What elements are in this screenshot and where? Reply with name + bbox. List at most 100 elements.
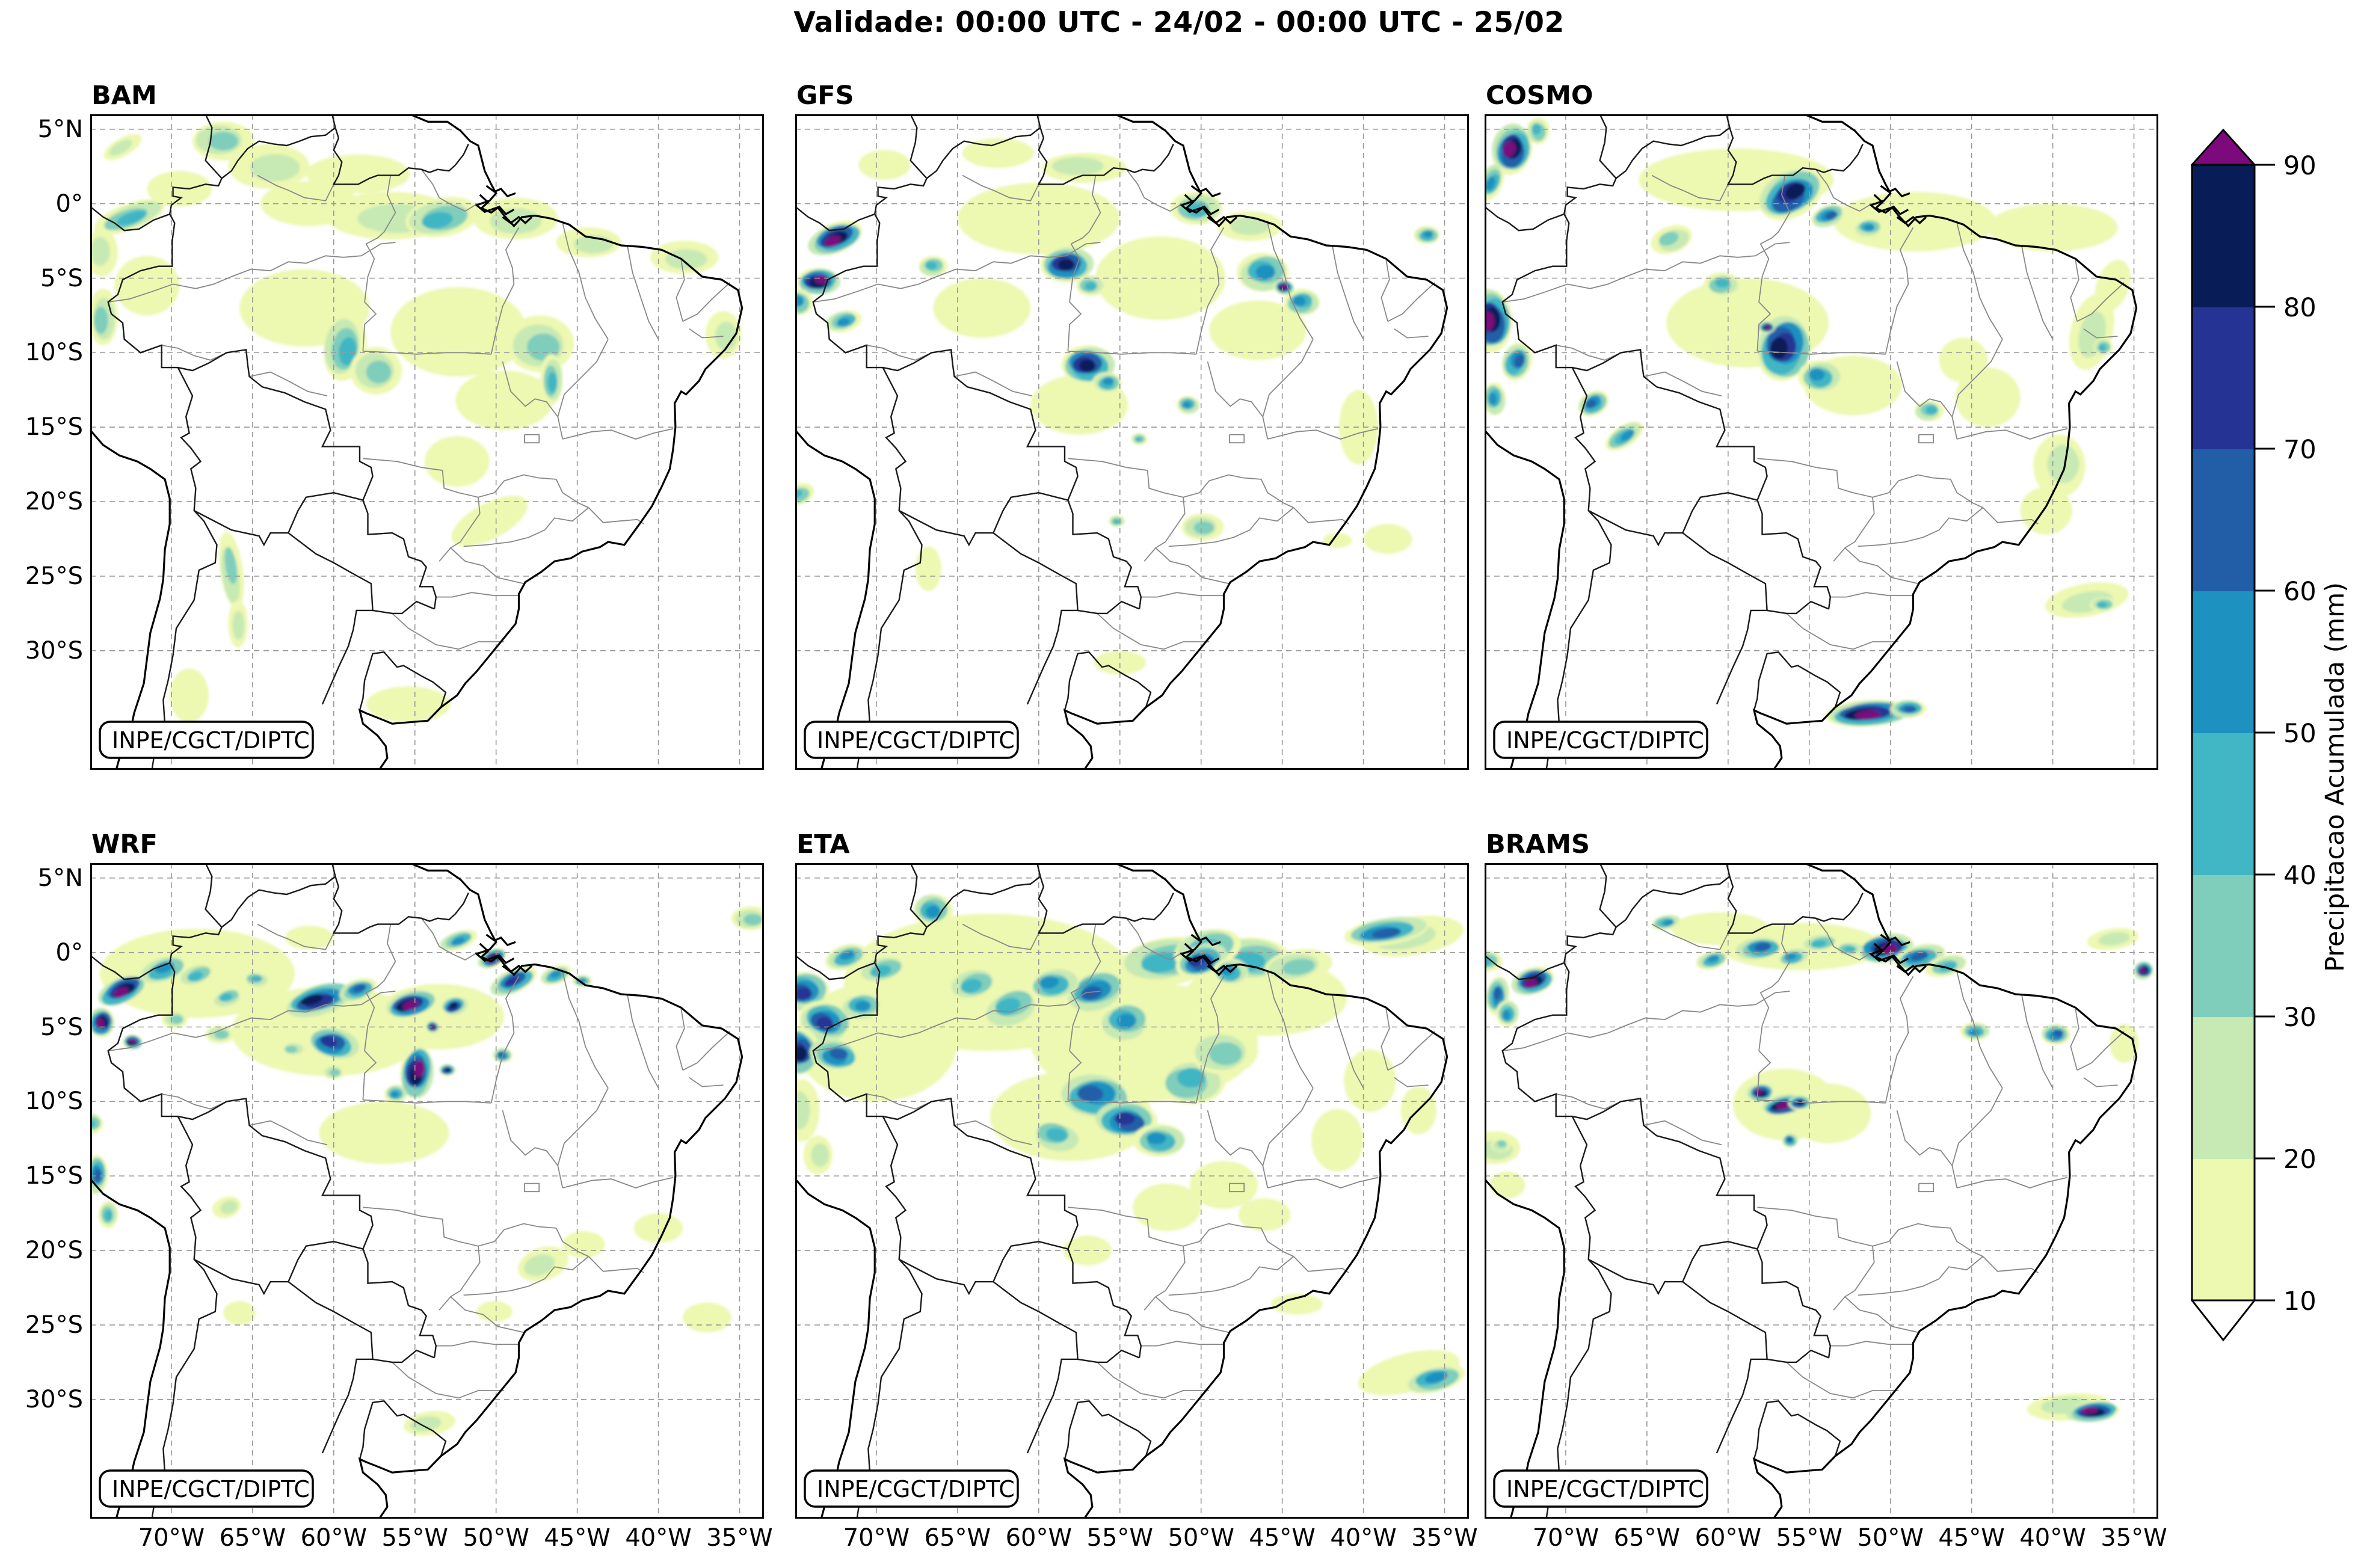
panel-title-BAM: BAM xyxy=(91,81,157,111)
lon-tick-label: 55°W xyxy=(381,1524,448,1552)
source-badge-text: INPE/CGCT/DIPTC xyxy=(1506,727,1704,754)
lat-tick-label: 0° xyxy=(55,189,83,218)
panel-title-ETA: ETA xyxy=(796,829,850,859)
panel-frame xyxy=(795,114,1469,770)
lat-tick-label: 5°S xyxy=(40,264,83,292)
colorbar: 10 20 30 40 50 60 70 80 90 xyxy=(2191,128,2357,1391)
source-badge-text: INPE/CGCT/DIPTC xyxy=(817,727,1015,754)
model-panel-BAM: BAM INPE/CGCT/DIPTC xyxy=(90,81,764,770)
lat-tick-label: 30°S xyxy=(25,1385,83,1413)
model-panel-GFS: GFS INPE/CGCT/DIPTC xyxy=(795,81,1469,770)
lat-tick-label: 15°S xyxy=(25,413,83,441)
panel-title-COSMO: COSMO xyxy=(1486,81,1593,111)
panel-frame xyxy=(1485,114,2158,770)
colorbar-band xyxy=(2192,449,2255,591)
panel-title-WRF: WRF xyxy=(91,829,158,859)
lat-tick-label: 5°N xyxy=(37,115,83,143)
map-BAM: INPE/CGCT/DIPTC xyxy=(90,114,764,770)
source-badge: INPE/CGCT/DIPTC xyxy=(99,1469,314,1508)
colorbar-band xyxy=(2192,591,2255,733)
lon-tick-label: 45°W xyxy=(1249,1524,1316,1552)
source-badge: INPE/CGCT/DIPTC xyxy=(804,1469,1019,1508)
precip-layer xyxy=(795,894,1465,1395)
lon-tick-label: 45°W xyxy=(544,1524,611,1552)
colorbar-tick-label: 80 xyxy=(2283,293,2316,323)
lon-tick-label: 65°W xyxy=(219,1524,286,1552)
lon-tick-label: 70°W xyxy=(138,1524,205,1552)
panel-frame xyxy=(1485,863,2158,1519)
colorbar-tick-label: 90 xyxy=(2283,151,2316,181)
precip-layer xyxy=(90,121,742,722)
map-BRAMS: INPE/CGCT/DIPTC xyxy=(1485,863,2158,1519)
lon-tick-label: 65°W xyxy=(1613,1524,1681,1552)
colorbar-tick-label: 30 xyxy=(2283,1003,2316,1033)
lat-tick-label: 30°S xyxy=(25,636,83,665)
lat-tick-label: 10°S xyxy=(25,1087,83,1116)
model-panel-ETA: ETA INPE/CGCT/DIPTC xyxy=(795,829,1469,1519)
colorbar-band xyxy=(2192,307,2255,449)
colorbar-band xyxy=(2192,165,2255,307)
lat-tick-label: 5°S xyxy=(40,1013,83,1041)
colorbar-tick-label: 40 xyxy=(2283,861,2316,891)
panel-title-GFS: GFS xyxy=(796,81,854,111)
lon-tick-label: 50°W xyxy=(463,1524,529,1552)
lon-tick-label: 60°W xyxy=(1695,1524,1762,1552)
map-GFS: INPE/CGCT/DIPTC xyxy=(795,114,1469,770)
colorbar-tick-label: 70 xyxy=(2283,435,2316,465)
lat-tick-label: 10°S xyxy=(25,339,83,367)
precip-layer xyxy=(90,906,764,1436)
lon-tick-label: 50°W xyxy=(1857,1524,1924,1552)
lon-tick-label: 70°W xyxy=(843,1524,910,1552)
panel-frame xyxy=(90,114,764,770)
model-panel-WRF: WRF INPE/CGCT/DIPTC xyxy=(90,829,764,1519)
lat-tick-label: 15°S xyxy=(25,1162,83,1190)
colorbar-over-arrow xyxy=(2191,128,2257,166)
figure-title: Validade: 00:00 UTC - 24/02 - 00:00 UTC … xyxy=(793,6,1565,39)
colorbar-svg: 10 20 30 40 50 60 70 80 90 xyxy=(2191,128,2316,1342)
panel-frame xyxy=(795,863,1469,1519)
precip-layer xyxy=(1485,117,2131,727)
colorbar-band xyxy=(2192,1158,2255,1301)
map-ETA: INPE/CGCT/DIPTC xyxy=(795,863,1469,1519)
lon-tick-label: 60°W xyxy=(1005,1524,1073,1552)
colorbar-tick-label: 60 xyxy=(2283,577,2316,607)
panel-frame xyxy=(90,863,764,1519)
map-WRF: INPE/CGCT/DIPTC xyxy=(90,863,764,1519)
lat-tick-label: 20°S xyxy=(25,488,83,516)
source-badge-text: INPE/CGCT/DIPTC xyxy=(817,1476,1015,1502)
lat-tick-label: 25°S xyxy=(25,562,83,590)
colorbar-axis-label: Precipitacao Acumulada (mm) xyxy=(2320,582,2350,973)
lat-tick-label: 0° xyxy=(55,938,83,967)
lon-tick-label: 40°W xyxy=(1330,1524,1397,1552)
lon-tick-label: 50°W xyxy=(1168,1524,1234,1552)
colorbar-tick-label: 20 xyxy=(2283,1145,2316,1175)
source-badge: INPE/CGCT/DIPTC xyxy=(1493,721,1708,759)
colorbar-tick-label: 50 xyxy=(2283,719,2316,749)
source-badge: INPE/CGCT/DIPTC xyxy=(1493,1469,1708,1508)
colorbar-band xyxy=(2192,1016,2255,1159)
source-badge: INPE/CGCT/DIPTC xyxy=(804,721,1019,759)
source-badge-text: INPE/CGCT/DIPTC xyxy=(1506,1476,1704,1502)
model-panel-BRAMS: BRAMS INPE/CGCT/DIPTC xyxy=(1485,829,2158,1519)
colorbar-band xyxy=(2192,875,2255,1017)
lon-tick-label: 35°W xyxy=(1411,1524,1478,1552)
lon-tick-label: 40°W xyxy=(2019,1524,2086,1552)
model-panel-COSMO: COSMO INPE/CGCT/DIPTC xyxy=(1485,81,2158,770)
lon-tick-label: 35°W xyxy=(706,1524,773,1552)
lat-tick-label: 20°S xyxy=(25,1237,83,1265)
colorbar-band xyxy=(2192,733,2255,875)
source-badge-text: INPE/CGCT/DIPTC xyxy=(112,1476,310,1502)
source-badge: INPE/CGCT/DIPTC xyxy=(99,721,314,759)
lat-tick-label: 5°N xyxy=(37,864,83,892)
lon-tick-label: 65°W xyxy=(924,1524,991,1552)
lon-tick-label: 45°W xyxy=(1938,1524,2005,1552)
lon-tick-label: 35°W xyxy=(2101,1524,2167,1552)
map-COSMO: INPE/CGCT/DIPTC xyxy=(1485,114,2158,770)
lon-tick-label: 55°W xyxy=(1086,1524,1153,1552)
lon-tick-label: 70°W xyxy=(1532,1524,1599,1552)
panel-title-BRAMS: BRAMS xyxy=(1486,829,1590,859)
colorbar-under-arrow xyxy=(2191,1299,2257,1342)
lon-tick-label: 60°W xyxy=(300,1524,368,1552)
lat-tick-label: 25°S xyxy=(25,1311,83,1339)
